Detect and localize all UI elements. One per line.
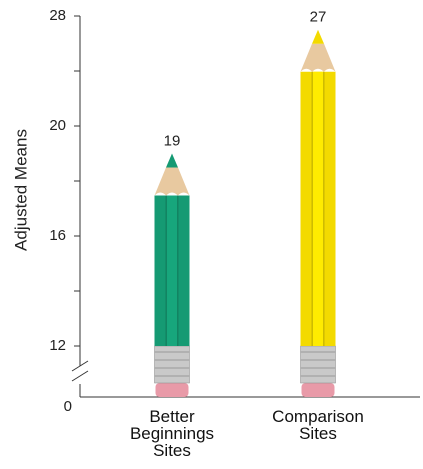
y-axis-label: Adjusted Means [11,129,30,251]
pencil-facet [166,195,178,346]
pencil-wood [300,43,336,72]
y-tick-label: 12 [49,337,66,354]
pencil-facet [312,71,324,346]
y-tick-label: 16 [49,227,66,244]
y-tick-label: 0 [64,398,72,415]
pencil-eraser [155,383,189,397]
value-label: 19 [164,132,181,149]
y-tick-label: 20 [49,117,66,134]
pencil-bar [300,29,336,397]
y-tick-label: 28 [49,7,66,24]
pencil-lead [312,29,324,44]
x-tick-label: Comparison Sites [272,407,364,443]
pencil-wood [154,167,190,196]
axis-break [71,370,89,382]
pencil-eraser [301,383,335,397]
pencil-lead [166,153,178,168]
x-tick-label: Better Beginnings Sites [129,407,215,460]
value-label: 27 [310,9,327,26]
pencil-bar [154,153,190,397]
axis-break [71,360,89,372]
